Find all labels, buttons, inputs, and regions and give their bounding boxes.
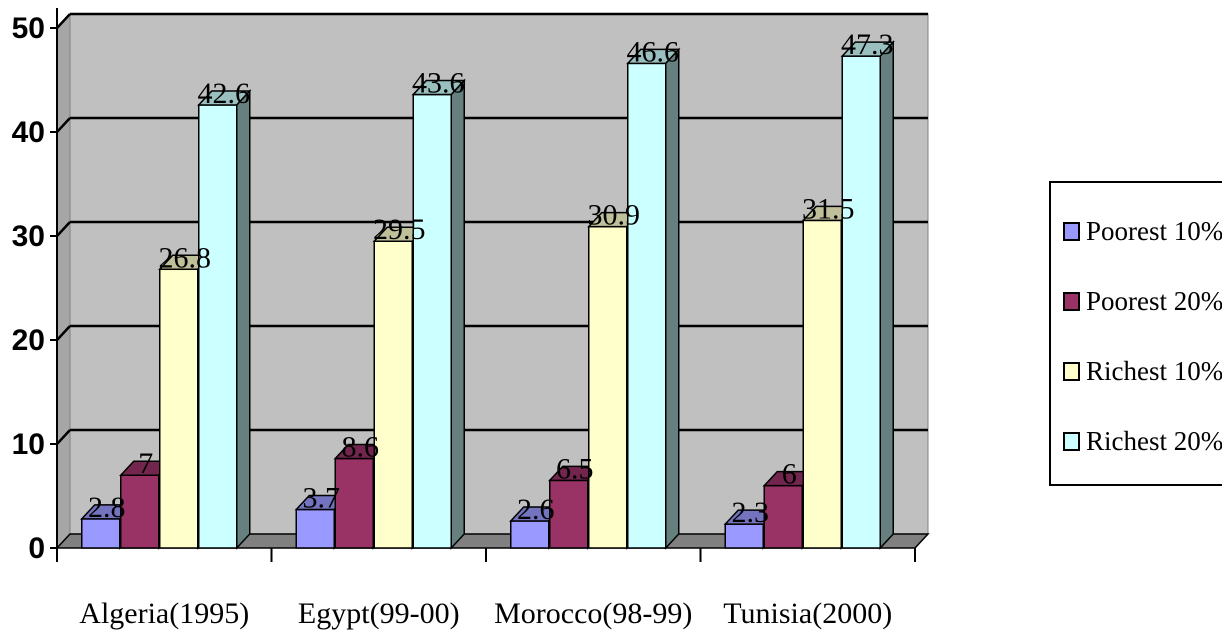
bar-side [665,47,680,550]
y-tick-label: 50 [12,12,45,45]
bar [159,268,199,549]
bar [334,457,374,549]
legend-swatch [1063,431,1080,451]
gridline-side [56,325,71,341]
bar [120,474,160,549]
x-tick-label: Egypt(99-00) [298,597,460,630]
bars [80,40,895,550]
x-axis-ticks: Algeria(1995) Egypt(99-00) Morocco(98-99) T… [79,548,916,630]
y-tick-label: 0 [28,532,45,565]
legend-item: Richest 10% [1063,353,1222,389]
legend-item: Poorest 20% [1063,283,1222,319]
y-tick-label: 20 [12,324,45,357]
bar [841,55,881,549]
bar [763,484,803,549]
bar [510,520,550,549]
legend-item: Poorest 10% [1063,213,1222,249]
data-label: 2.3 [732,496,770,529]
data-label: 3.7 [303,482,341,515]
data-label: 43.6 [412,67,465,100]
bar-side [236,89,251,550]
legend-label: Richest 20% [1086,425,1222,456]
bar-side [450,78,465,550]
data-label: 7 [138,447,153,480]
bar [295,508,335,549]
x-tick-label: Tunisia(2000) [723,597,892,630]
legend-label: Poorest 20% [1086,285,1222,316]
bar [802,219,842,549]
y-axis-ticks: 0 10 20 30 40 50 [12,12,57,565]
data-labels: 2.8 7 26.8 42.6 3.78.6 29.5 43.6 2.66.5 30.9 46.6… [88,28,894,529]
gridline-side [56,429,71,445]
legend-swatch [1063,221,1080,241]
data-label: 2.8 [88,491,126,524]
gridline-side [56,117,71,133]
bar [627,62,667,549]
legend: Poorest 10% Poorest 20% Richest 10% Rich… [1049,181,1222,486]
x-tick-label: Morocco(98-99) [494,597,692,630]
y-tick-label: 10 [12,428,45,461]
data-label: 29.5 [373,213,426,246]
data-label: 46.6 [627,35,680,68]
gridline-side [56,221,71,237]
data-label: 2.6 [517,493,555,526]
bar [81,518,121,549]
y-tick-label: 30 [12,220,45,253]
data-label: 47.3 [841,28,894,61]
bar [373,240,413,549]
legend-swatch [1063,291,1080,311]
data-label: 30.9 [588,199,641,232]
x-tick-label: Algeria(1995) [79,597,249,630]
data-label: 6.5 [556,452,594,485]
bar-side [879,40,894,550]
y-tick-label: 40 [12,116,45,149]
side-wall [56,12,71,550]
bar [198,104,238,549]
legend-label: Poorest 10% [1086,215,1222,246]
data-label: 26.8 [159,241,212,274]
bar [412,93,452,549]
data-label: 6 [782,458,797,491]
legend-label: Richest 10% [1086,355,1222,386]
gridline-side [56,13,71,29]
data-label: 31.5 [802,192,855,225]
bar [549,479,589,549]
bar [588,225,628,549]
data-label: 8.6 [342,431,380,464]
data-label: 42.6 [198,77,251,110]
legend-item: Richest 20% [1063,423,1222,459]
legend-swatch [1063,361,1080,381]
